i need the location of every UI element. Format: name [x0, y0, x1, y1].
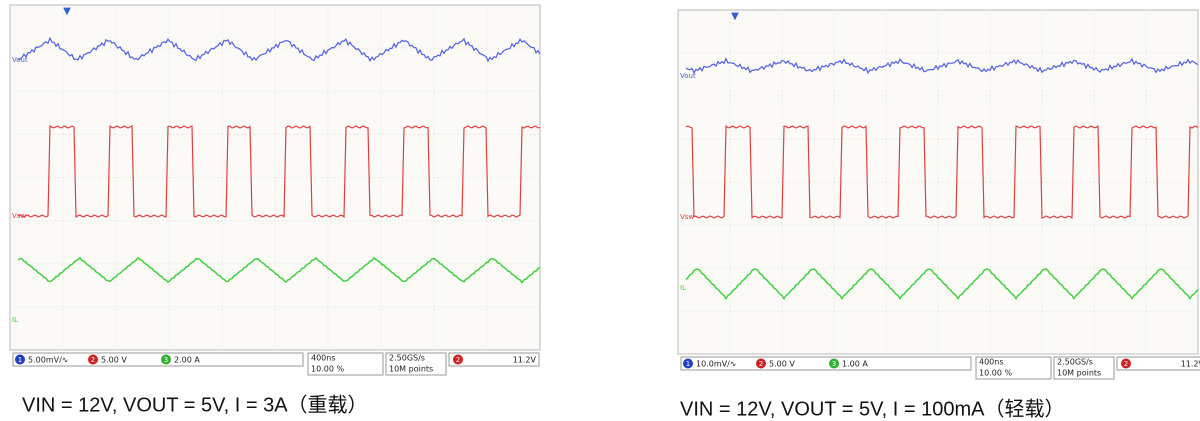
channel-number: 3 — [832, 360, 836, 368]
channel-label: Vsw — [12, 212, 26, 220]
trigger-channel: 2 — [1124, 360, 1128, 368]
record-length: 10M points — [389, 365, 433, 374]
sample-rate: 2.50GS/s — [1057, 358, 1093, 367]
channel-scale: 5.00 V — [769, 360, 795, 369]
caption: VIN = 12V, VOUT = 5V, I = 3A（重载） — [22, 393, 368, 416]
channel-number: 2 — [759, 360, 763, 368]
channel-label: IL — [12, 316, 18, 324]
channel-scale: 5.00 V — [101, 356, 127, 365]
sample-rate: 2.50GS/s — [389, 354, 425, 363]
timebase: 400ns — [979, 358, 1004, 367]
channel-label: Vout — [12, 56, 28, 64]
channel-number: 3 — [164, 356, 168, 364]
channel-scale: 10.0mV/∿ — [696, 360, 736, 369]
caption: VIN = 12V, VOUT = 5V, I = 100mA（轻载） — [680, 397, 1064, 420]
trigger-marker: ▼ — [731, 11, 739, 22]
record-length: 10M points — [1057, 369, 1101, 378]
channel-label: IL — [680, 284, 686, 292]
trigger-position: 10.00 % — [979, 369, 1012, 378]
channel-scale: 5.00mV/∿ — [28, 356, 68, 365]
channel-number: 1 — [18, 356, 22, 364]
trigger-marker: ▼ — [63, 6, 71, 17]
channel-label: Vsw — [680, 213, 694, 221]
timebase: 400ns — [311, 354, 336, 363]
trigger-level: 11.2V — [513, 356, 537, 365]
channel-label: Vout — [680, 72, 696, 80]
channel-scale: 2.00 A — [174, 356, 200, 365]
trigger-level: 11.2V — [1181, 360, 1200, 369]
page: ▼ Vout Vsw IL 1 5.00mV/∿ 2 5.00 V 3 2.00 A 400ns 10… — [0, 0, 1200, 421]
channel-scale: 1.00 A — [842, 360, 868, 369]
trigger-channel: 2 — [456, 356, 460, 364]
trigger-position: 10.00 % — [311, 365, 344, 374]
channel-number: 2 — [91, 356, 95, 364]
channel-number: 1 — [686, 360, 690, 368]
